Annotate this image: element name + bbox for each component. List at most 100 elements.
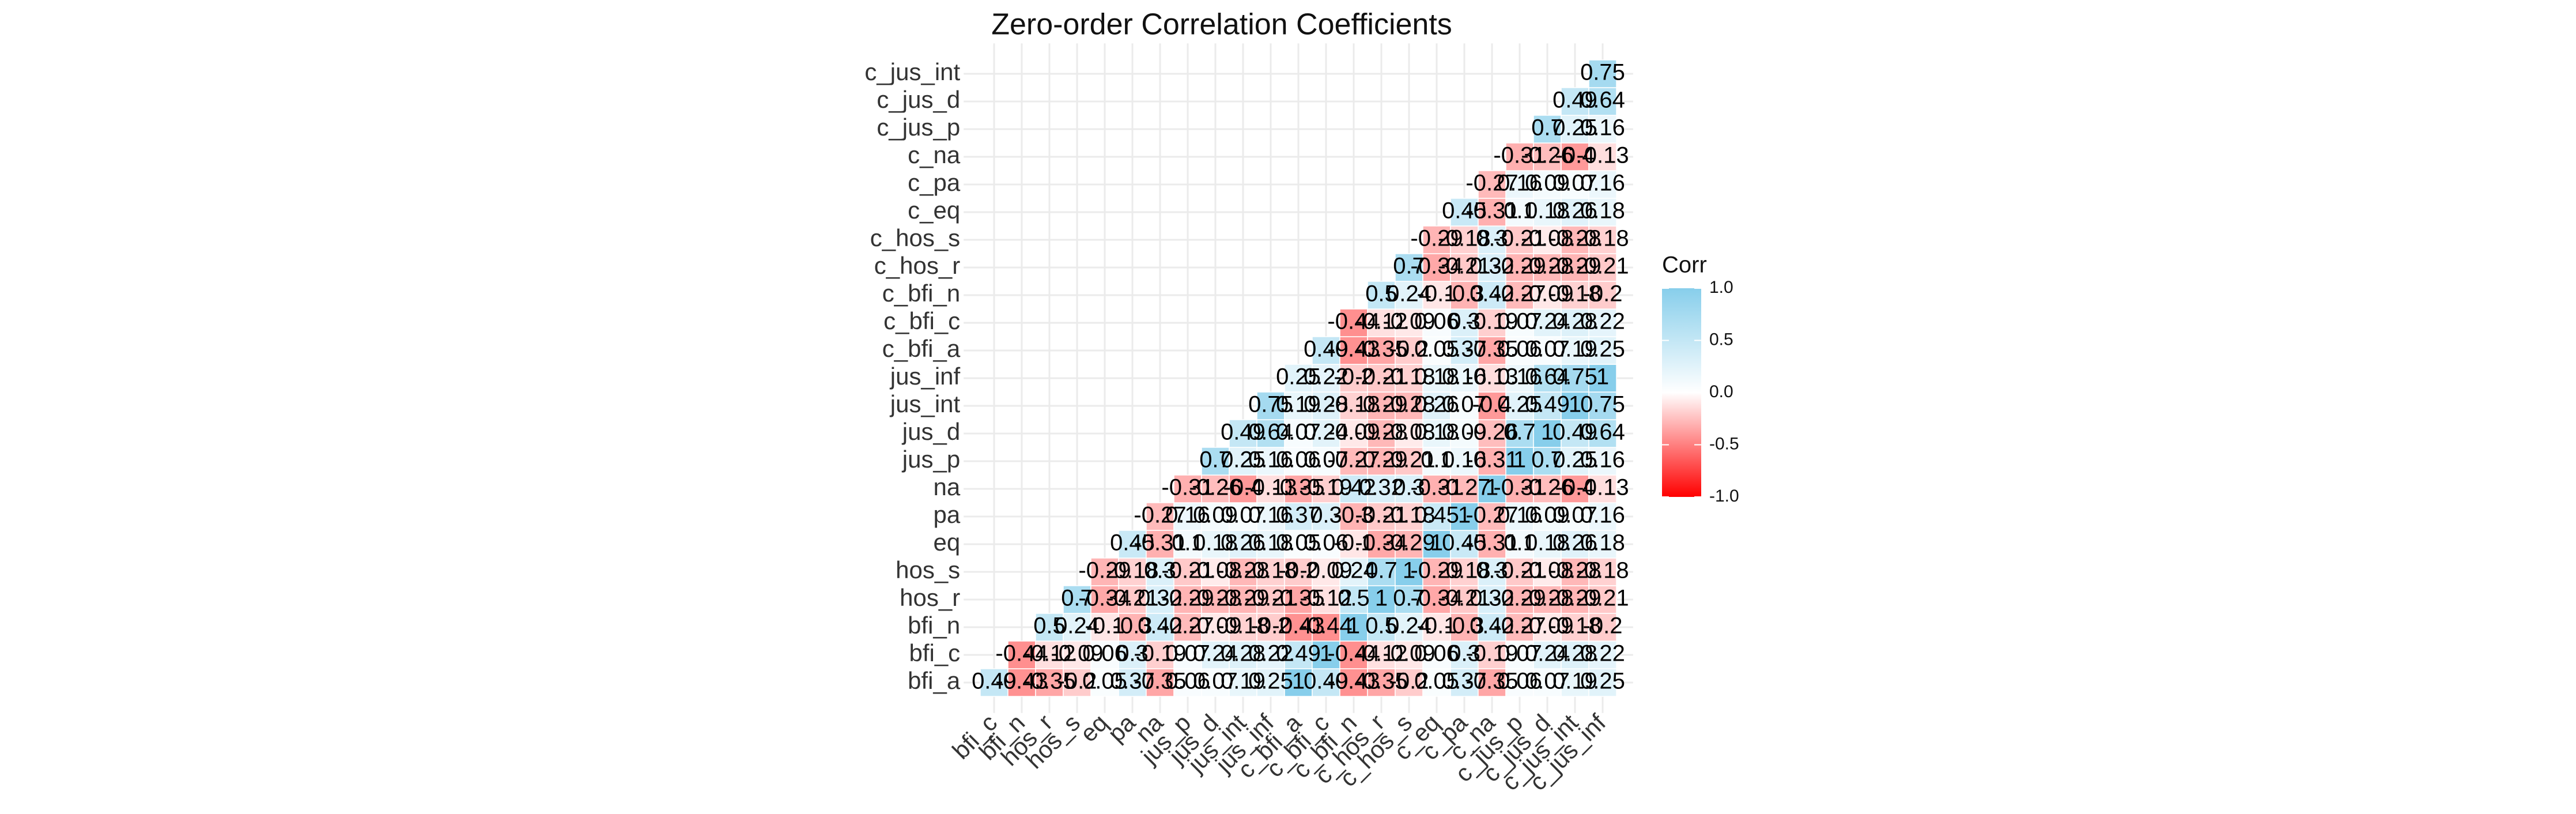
cell-label: -0.08 xyxy=(1383,420,1435,445)
cell-label: -0.18 xyxy=(1438,558,1490,583)
cell-label: -0.4 xyxy=(1555,143,1595,168)
cell-label: 0.16 xyxy=(1497,503,1542,528)
cell-label: 0.75 xyxy=(1248,392,1293,417)
cell-label: -0.3 xyxy=(1445,613,1485,639)
heat-cell xyxy=(1312,613,1340,642)
heat-cell xyxy=(1478,391,1506,420)
cell-label: 0.75 xyxy=(1580,60,1625,85)
colorbar-tick-label: 0.0 xyxy=(1709,382,1733,401)
cell-label: 0.09 xyxy=(1442,420,1487,445)
cell-label: -0.13 xyxy=(1576,475,1629,500)
cell-label: 0.25 xyxy=(1580,669,1625,694)
cell-label: 0.32 xyxy=(1470,586,1514,611)
heat-cell xyxy=(1505,253,1534,282)
cell-label: -0.29 xyxy=(1355,392,1407,417)
heat-cell xyxy=(1229,557,1257,586)
cell-label: -0.18 xyxy=(1106,558,1158,583)
cell-label: 0.18 xyxy=(1525,530,1570,556)
cell-label: -0.29 xyxy=(1161,586,1214,611)
heat-cell xyxy=(1367,281,1396,310)
heat-cell xyxy=(1229,613,1257,642)
cell-label: -0.18 xyxy=(1217,613,1269,639)
cell-label: 0.49 xyxy=(1276,641,1321,666)
cell-label: -0.26 xyxy=(1465,420,1518,445)
heat-cell xyxy=(1395,668,1423,697)
cell-label: -0.31 xyxy=(1465,447,1518,473)
cell-label: 0.49 xyxy=(1553,88,1597,113)
cell-label: -0.21 xyxy=(1106,586,1158,611)
cell-label: -0.18 xyxy=(1548,281,1601,307)
chart-title: Zero-order Correlation Coefficients xyxy=(991,8,1452,42)
cell-label: 1 xyxy=(1375,586,1388,611)
cell-label: -0.29 xyxy=(1493,254,1546,279)
cell-label: -0.19 xyxy=(1465,641,1518,666)
cell-label: 0.09 xyxy=(1525,503,1570,528)
cell-label: 0.07 xyxy=(1442,392,1487,417)
cell-label: -0.29 xyxy=(1548,586,1601,611)
cell-label: -0.34 xyxy=(1410,586,1463,611)
heat-cell xyxy=(1422,336,1451,365)
cell-label: 0.07 xyxy=(1304,447,1349,473)
cell-label: -0.26 xyxy=(1189,475,1241,500)
heat-cell xyxy=(1063,585,1091,614)
cell-label: 0.26 xyxy=(1221,530,1266,556)
cell-label: 0.37 xyxy=(1442,337,1487,362)
cell-label: 1 xyxy=(1320,641,1332,666)
heat-cell xyxy=(1312,640,1340,669)
cell-label: -0.43 xyxy=(1327,337,1380,362)
cell-label: -0.43 xyxy=(1327,669,1380,694)
heat-cell xyxy=(1284,391,1313,420)
heat-cell xyxy=(1229,447,1257,476)
cell-label: -0.09 xyxy=(1189,613,1241,639)
heat-cell xyxy=(1395,253,1423,282)
heat-cell xyxy=(1339,364,1368,393)
cell-label: 0.3 xyxy=(1310,503,1342,528)
heat-cell xyxy=(1533,225,1562,254)
heat-cell xyxy=(1478,613,1506,642)
cell-label: -0.29 xyxy=(1548,254,1601,279)
cell-label: 0.16 xyxy=(1497,171,1542,196)
cell-label: 0.7 xyxy=(1061,586,1093,611)
cell-label: 0.5 xyxy=(1365,281,1397,307)
heat-cell xyxy=(1312,447,1340,476)
cell-label: -0.09 xyxy=(1327,420,1380,445)
heat-cell xyxy=(1146,502,1174,531)
cell-label: -0.34 xyxy=(1078,586,1131,611)
cell-label: 0.49 xyxy=(1304,337,1349,362)
cell-label: -0.18 xyxy=(1327,392,1380,417)
heat-cell xyxy=(1561,502,1589,531)
cell-label: -0.12 xyxy=(1300,586,1352,611)
cell-label: 0.1 xyxy=(1421,447,1453,473)
cell-label: 0.19 xyxy=(1221,669,1266,694)
heat-cell xyxy=(1588,613,1617,642)
heat-cell xyxy=(1367,502,1396,531)
legend-title: Corr xyxy=(1662,253,1707,278)
heat-cell xyxy=(1450,640,1479,669)
heat-cell xyxy=(1146,557,1174,586)
cell-label: -0.27 xyxy=(1327,447,1380,473)
cell-label: 0.18 xyxy=(1414,420,1459,445)
heat-cell xyxy=(1422,391,1451,420)
heat-cell xyxy=(1478,225,1506,254)
heat-cell xyxy=(1256,502,1285,531)
cell-label: -0.28 xyxy=(1217,558,1269,583)
cell-label: 0.16 xyxy=(1580,115,1625,141)
heat-cell xyxy=(1146,585,1174,614)
heat-cell xyxy=(1201,530,1230,559)
cell-label: 0.28 xyxy=(1553,641,1597,666)
cell-label: -0.43 xyxy=(1272,613,1324,639)
heat-cell xyxy=(1339,308,1368,337)
cell-label: -0.09 xyxy=(1521,613,1573,639)
cell-label: -0.31 xyxy=(1493,143,1546,168)
heat-cell xyxy=(1450,336,1479,365)
colorbar-tick-label: 0.5 xyxy=(1709,330,1733,349)
cell-label: -0.2 xyxy=(1389,669,1429,694)
y-tick-label: c_jus_p xyxy=(877,114,960,141)
cell-label: -0.2 xyxy=(1279,558,1319,583)
cell-label: 0.24 xyxy=(1525,641,1570,666)
heat-cell xyxy=(1505,530,1534,559)
heat-cell xyxy=(1118,530,1147,559)
cell-label: -0.18 xyxy=(1576,226,1629,251)
cell-label: 0.16 xyxy=(1580,503,1625,528)
heat-cell xyxy=(1450,530,1479,559)
